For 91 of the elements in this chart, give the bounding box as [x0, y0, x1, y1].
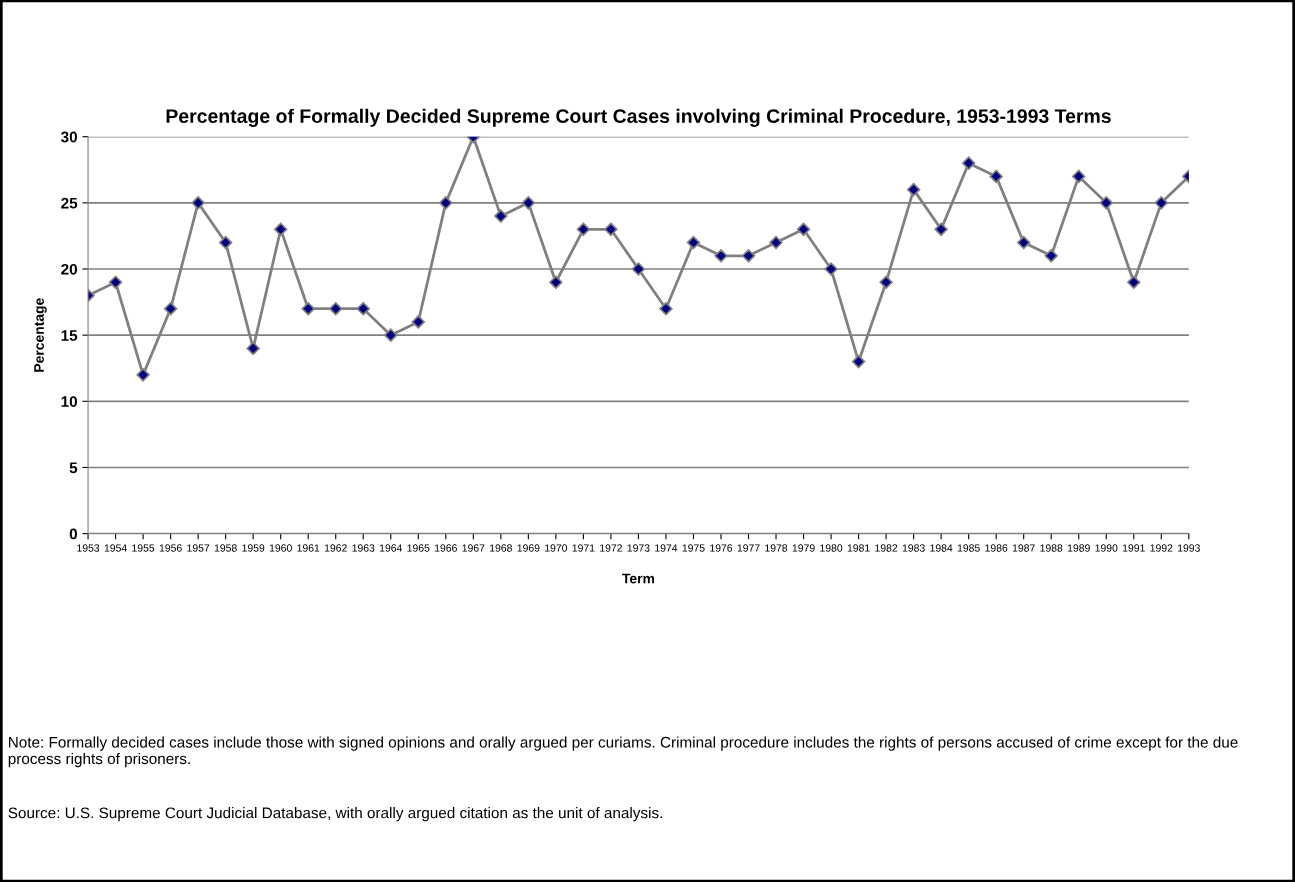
y-tick-label: 5 — [69, 462, 78, 474]
point — [769, 235, 783, 250]
chart-title: Percentage of Formally Decided Supreme Court Cases involving Criminal Procedure, 1953-1993 Terms — [166, 108, 1111, 127]
x-tick-label: 1987 — [1012, 544, 1035, 552]
point — [246, 341, 260, 356]
point — [329, 301, 343, 316]
x-tick-label: 1967 — [462, 544, 485, 552]
y-tick-label: 15 — [61, 330, 78, 341]
x-tick-label: 1960 — [269, 544, 292, 552]
point — [384, 328, 398, 342]
y-tick-label: 25 — [61, 197, 78, 209]
x-tick-label: 1985 — [957, 544, 980, 552]
point — [879, 275, 893, 289]
y-tick-label: 10 — [61, 396, 78, 407]
x-tick-label: 1970 — [545, 544, 568, 552]
x-tick-label: 1975 — [682, 544, 705, 552]
x-tick-label: 1984 — [930, 544, 953, 552]
x-tick-label: 1965 — [407, 544, 430, 552]
y-tick-label: 0 — [69, 528, 78, 540]
point — [961, 156, 976, 170]
point — [273, 222, 288, 237]
point — [163, 301, 178, 316]
x-tick-label: 1972 — [600, 544, 622, 552]
point — [741, 249, 756, 263]
x-tick-label: 1990 — [1095, 544, 1118, 552]
x-tick-label: 1962 — [324, 544, 347, 552]
y-tick-label: 30 — [61, 131, 78, 143]
x-tick-label: 1977 — [737, 544, 760, 552]
x-tick-label: 1974 — [655, 544, 678, 552]
x-tick-label: 1969 — [517, 544, 540, 552]
x-tick-label: 1959 — [242, 544, 265, 552]
x-tick-label: 1953 — [77, 544, 100, 552]
x-tick-label: 1956 — [159, 544, 182, 552]
point — [604, 222, 618, 237]
source-note: Source: U.S. Supreme Court Judicial Database, with orally argued citation as the unit of analysis. — [8, 807, 662, 822]
x-tick-label: 1963 — [352, 544, 375, 552]
x-tick-label: 1986 — [985, 544, 1008, 552]
x-tick-label: 1989 — [1067, 544, 1090, 552]
x-tick-label: 1979 — [792, 544, 815, 552]
y-tick-label: 20 — [61, 263, 78, 275]
point — [439, 196, 453, 210]
x-tick-label: 1980 — [820, 544, 843, 552]
point — [301, 301, 315, 316]
point — [218, 235, 233, 250]
point — [494, 209, 508, 223]
x-tick-label: 1954 — [104, 544, 127, 552]
point — [824, 262, 838, 276]
point — [1099, 196, 1113, 210]
x-axis-title: Term — [622, 573, 655, 584]
point — [1016, 235, 1031, 250]
point — [906, 182, 921, 197]
x-tick-label: 1966 — [435, 544, 457, 552]
x-tick-label: 1976 — [710, 544, 733, 552]
x-tick-label: 1978 — [765, 544, 788, 552]
point — [411, 315, 426, 329]
point — [934, 222, 948, 237]
x-tick-label: 1992 — [1150, 544, 1173, 552]
x-tick-label: 1982 — [875, 544, 898, 552]
point — [631, 262, 646, 276]
point — [521, 196, 536, 210]
point — [549, 275, 563, 289]
x-tick-label: 1973 — [627, 544, 650, 552]
point — [851, 354, 866, 369]
point — [989, 169, 1003, 184]
x-tick-label: 1968 — [490, 544, 512, 552]
point — [659, 301, 673, 316]
point — [1044, 249, 1058, 263]
x-tick-label: 1981 — [847, 544, 870, 552]
point — [1127, 275, 1141, 289]
point — [191, 196, 205, 210]
x-tick-label: 1955 — [132, 544, 155, 552]
y-axis-title: Percentage — [34, 298, 47, 372]
x-tick-label: 1971 — [572, 544, 595, 552]
point — [108, 275, 123, 289]
text: Note: Formally decided cases include those with signed opinions and orally argued per curiams. Criminal procedure includes the rights of persons accused of crime except for the due process rights of prisoners. — [8, 736, 1238, 768]
point — [136, 368, 150, 382]
point — [356, 301, 370, 316]
x-tick-label: 1988 — [1040, 544, 1063, 552]
x-tick-label: 1983 — [902, 544, 925, 552]
x-tick-label: 1958 — [214, 544, 237, 552]
point — [1072, 169, 1086, 184]
x-tick-label: 1993 — [1178, 544, 1200, 552]
x-tick-label: 1991 — [1122, 544, 1145, 552]
point — [686, 235, 701, 250]
point — [576, 222, 591, 237]
x-tick-label: 1964 — [379, 544, 403, 552]
point — [714, 249, 728, 263]
point — [1154, 196, 1169, 210]
x-tick-label: 1957 — [187, 544, 210, 552]
point — [796, 222, 811, 237]
x-tick-label: 1961 — [297, 544, 320, 552]
